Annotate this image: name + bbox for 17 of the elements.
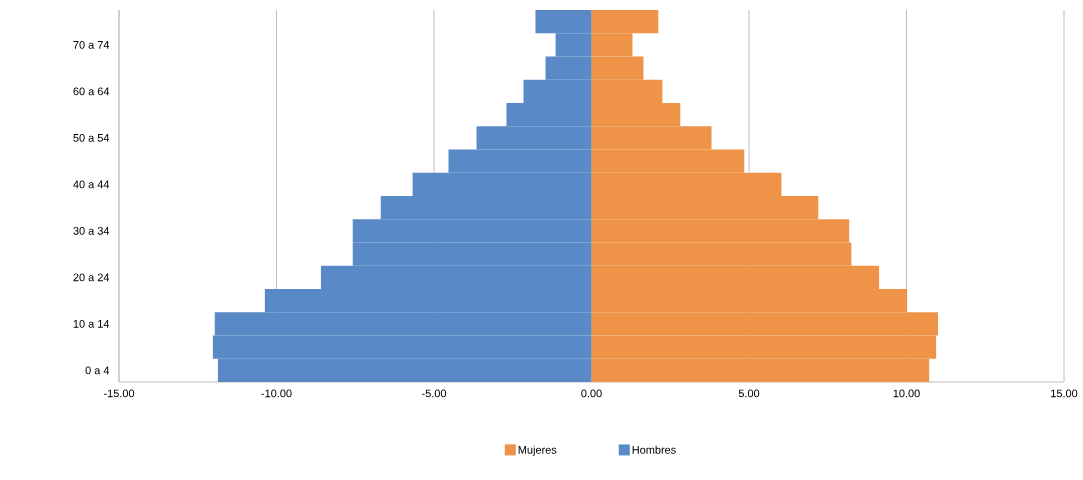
y-tick-label: 0 a 4 [85, 366, 110, 375]
x-tick-label: 10.00 [893, 389, 920, 398]
x-tick-label: -10.00 [261, 389, 292, 398]
y-tick-label: 20 a 24 [73, 273, 110, 282]
x-tick-label: 0.00 [581, 389, 602, 398]
x-tick-label: 5.00 [738, 389, 760, 398]
x-tick-label: -5.00 [422, 389, 447, 398]
y-tick-label: 40 a 44 [73, 180, 110, 189]
y-tick-label: 70 a 74 [73, 40, 110, 49]
y-tick-label: 10 a 14 [73, 319, 110, 328]
legend-label: Mujeres [518, 445, 557, 456]
x-tick-label: -15.00 [103, 389, 135, 398]
legend-label: Hombres [632, 445, 676, 454]
y-tick-label: 60 a 64 [73, 87, 110, 96]
y-tick-label: 50 a 54 [73, 133, 110, 142]
y-tick-label: 30 a 34 [73, 226, 110, 235]
x-tick-label: 15.00 [1051, 389, 1078, 398]
